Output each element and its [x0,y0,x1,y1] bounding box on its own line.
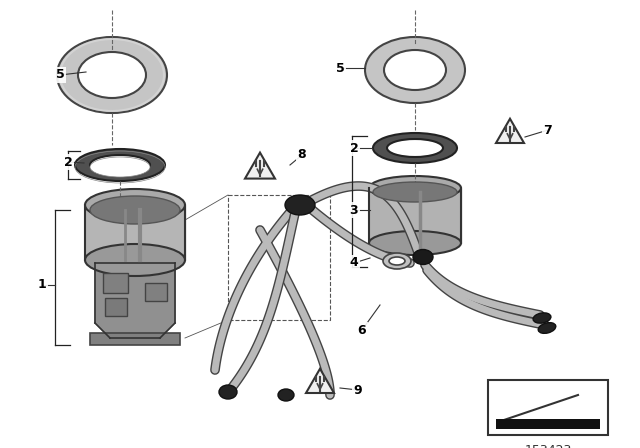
Ellipse shape [219,385,237,399]
Text: 2: 2 [349,142,358,155]
Ellipse shape [90,157,150,177]
Ellipse shape [285,195,315,215]
Polygon shape [95,263,175,338]
Ellipse shape [90,155,150,175]
Ellipse shape [387,139,443,157]
Text: 8: 8 [298,148,307,161]
Ellipse shape [75,149,165,181]
FancyBboxPatch shape [105,298,127,316]
Ellipse shape [278,389,294,401]
Ellipse shape [538,323,556,333]
Ellipse shape [389,257,405,265]
Text: 9: 9 [354,383,362,396]
FancyBboxPatch shape [488,380,608,435]
Text: 3: 3 [349,203,358,216]
Ellipse shape [383,253,411,269]
Ellipse shape [369,231,461,255]
Polygon shape [85,205,185,260]
Text: 5: 5 [335,61,344,74]
Text: 5: 5 [56,69,65,82]
Polygon shape [245,153,275,179]
Ellipse shape [373,182,457,202]
Text: 7: 7 [543,124,552,137]
Polygon shape [306,369,334,393]
Ellipse shape [533,313,551,323]
FancyBboxPatch shape [90,333,180,345]
Text: 153423: 153423 [524,444,572,448]
Text: 2: 2 [63,155,72,168]
Ellipse shape [90,196,180,224]
Ellipse shape [373,133,457,163]
Ellipse shape [78,52,146,98]
Ellipse shape [365,37,465,103]
Ellipse shape [57,37,167,113]
Polygon shape [496,119,524,143]
Ellipse shape [85,189,185,221]
Ellipse shape [85,244,185,276]
Ellipse shape [413,250,433,264]
Polygon shape [369,188,461,243]
Ellipse shape [384,50,446,90]
FancyBboxPatch shape [496,419,600,429]
FancyBboxPatch shape [145,283,167,301]
Ellipse shape [369,176,461,200]
Text: 1: 1 [38,279,46,292]
FancyBboxPatch shape [103,273,128,293]
Text: 6: 6 [358,323,366,336]
Text: 4: 4 [349,257,358,270]
